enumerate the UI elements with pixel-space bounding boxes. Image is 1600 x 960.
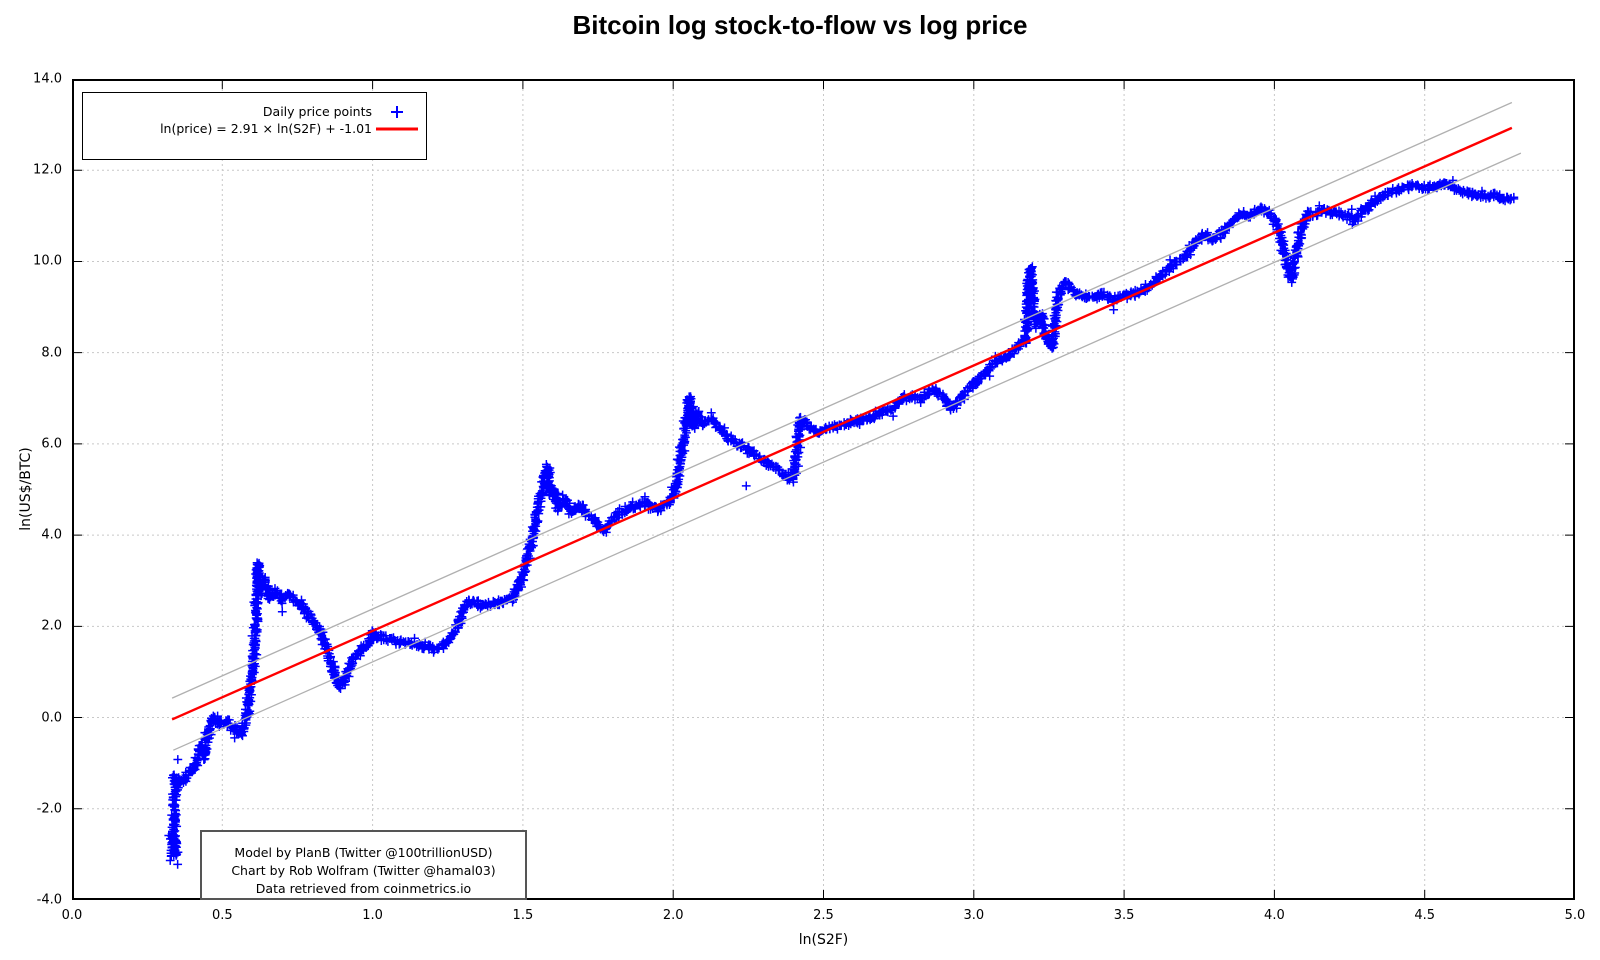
credit-line-data: Data retrieved from coinmetrics.io bbox=[255, 881, 472, 896]
y-tick-label: -2.0 bbox=[36, 801, 62, 817]
x-tick-label: 2.0 bbox=[662, 908, 684, 923]
credits-box: Model by PlanB (Twitter @100trillionUSD)… bbox=[200, 830, 527, 900]
plus-marker-icon bbox=[372, 104, 422, 120]
x-tick-label: 0.5 bbox=[211, 908, 233, 923]
x-tick-label: 5.0 bbox=[1564, 908, 1586, 923]
x-tick-label: 2.5 bbox=[813, 908, 834, 923]
x-tick-label: 4.0 bbox=[1264, 908, 1285, 923]
y-tick-label: 12.0 bbox=[33, 162, 62, 178]
x-tick-label: 3.0 bbox=[963, 908, 985, 923]
chart-canvas bbox=[72, 79, 1575, 900]
y-tick-label: 4.0 bbox=[41, 527, 62, 543]
y-tick-label: 10.0 bbox=[33, 253, 62, 269]
credit-line-model: Model by PlanB (Twitter @100trillionUSD) bbox=[234, 845, 493, 860]
chart-title: Bitcoin log stock-to-flow vs log price bbox=[572, 10, 1028, 40]
y-tick-label: 0.0 bbox=[41, 710, 62, 726]
y-tick-label: 2.0 bbox=[41, 618, 62, 634]
y-tick-label: -4.0 bbox=[36, 892, 62, 908]
credit-line-chart: Chart by Rob Wolfram (Twitter @hamal03) bbox=[231, 863, 496, 878]
fit-line-icon bbox=[372, 121, 422, 137]
legend-entry-fit: ln(price) = 2.91 × ln(S2F) + -1.01 bbox=[83, 120, 422, 137]
x-tick-label: 1.0 bbox=[362, 908, 383, 923]
legend-entry-points: Daily price points bbox=[83, 103, 422, 120]
x-tick-label: 3.5 bbox=[1113, 908, 1135, 923]
legend-label-points: Daily price points bbox=[262, 104, 372, 119]
legend: Daily price points ln(price) = 2.91 × ln… bbox=[82, 92, 427, 160]
legend-label-fit: ln(price) = 2.91 × ln(S2F) + -1.01 bbox=[160, 121, 372, 136]
x-tick-label: 4.5 bbox=[1414, 908, 1436, 923]
x-tick-label: 0.0 bbox=[61, 908, 83, 923]
y-tick-label: 6.0 bbox=[41, 436, 62, 452]
y-tick-label: 8.0 bbox=[41, 345, 62, 361]
y-axis-title: ln(US$/BTC) bbox=[18, 447, 34, 531]
y-tick-label: 14.0 bbox=[33, 71, 62, 87]
x-tick-label: 1.5 bbox=[512, 908, 534, 923]
plot-area: Daily price points ln(price) = 2.91 × ln… bbox=[72, 79, 1575, 900]
x-axis-title: ln(S2F) bbox=[798, 932, 849, 948]
